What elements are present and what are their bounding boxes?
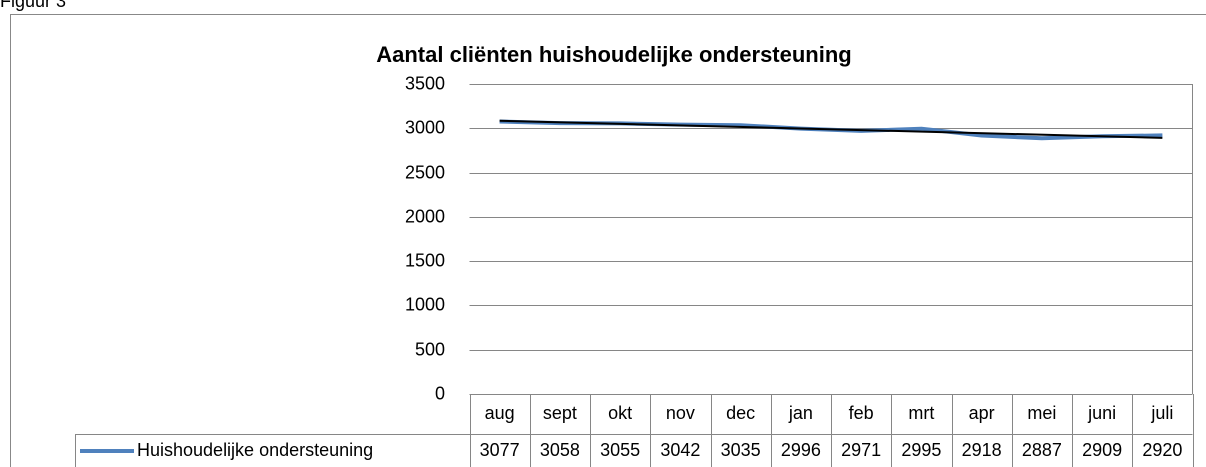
y-tick-label: 2500 — [405, 162, 445, 182]
table-value: 2909 — [1082, 440, 1122, 460]
table-value: 2995 — [901, 440, 941, 460]
chart-border — [10, 14, 1206, 467]
y-tick-label: 500 — [415, 339, 445, 359]
x-tick-label: mrt — [908, 403, 934, 423]
x-tick-label: okt — [608, 403, 632, 423]
y-tick-label: 3500 — [405, 73, 445, 93]
x-tick-label: dec — [726, 403, 755, 423]
y-tick-label: 1500 — [405, 250, 445, 270]
y-tick-label: 2000 — [405, 206, 445, 226]
figure-label: Figuur 3 — [0, 0, 66, 11]
y-tick-label: 3000 — [405, 117, 445, 137]
table-value: 3055 — [600, 440, 640, 460]
chart-title: Aantal cliënten huishoudelijke ondersteu… — [376, 42, 852, 67]
table-value: 3058 — [540, 440, 580, 460]
legend-label: Huishoudelijke ondersteuning — [137, 440, 373, 460]
table-value: 2971 — [841, 440, 881, 460]
x-tick-label: feb — [849, 403, 874, 423]
x-tick-label: jan — [788, 403, 813, 423]
y-tick-label: 1000 — [405, 294, 445, 314]
table-value: 2920 — [1142, 440, 1182, 460]
x-tick-label: juli — [1150, 403, 1173, 423]
table-value: 2887 — [1022, 440, 1062, 460]
table-value: 3077 — [480, 440, 520, 460]
table-value: 2996 — [781, 440, 821, 460]
table-value: 3035 — [721, 440, 761, 460]
x-tick-label: aug — [485, 403, 515, 423]
table-value: 2918 — [962, 440, 1002, 460]
x-tick-label: nov — [666, 403, 695, 423]
trend-line — [499, 119, 1163, 139]
x-tick-label: apr — [969, 403, 995, 423]
x-tick-label: mei — [1027, 403, 1056, 423]
x-tick-label: sept — [543, 403, 577, 423]
x-tick-label: juni — [1087, 403, 1116, 423]
table-value: 3042 — [660, 440, 700, 460]
y-tick-label: 0 — [435, 383, 445, 403]
